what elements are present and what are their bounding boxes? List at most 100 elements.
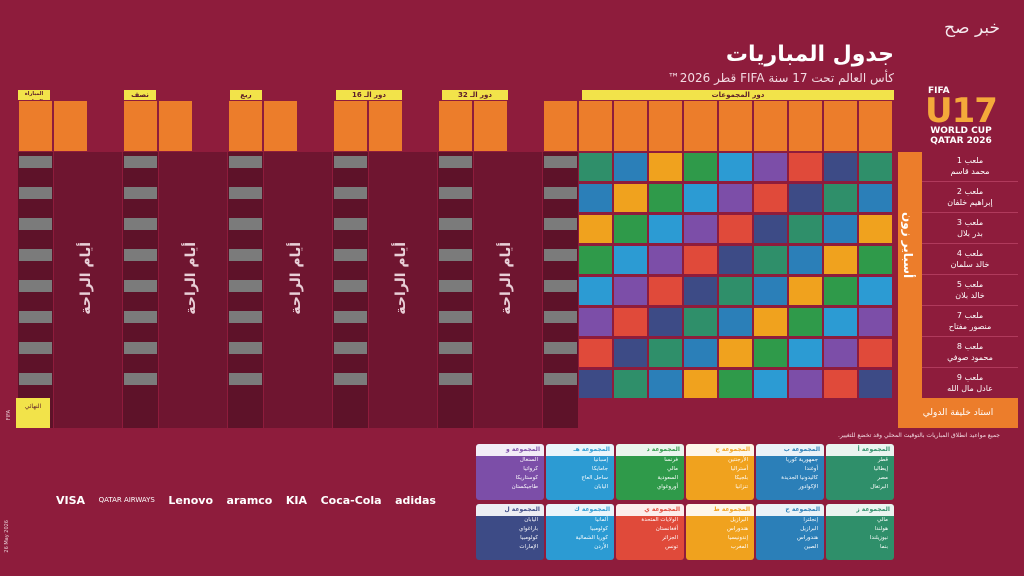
group-team: باراغواي (519, 526, 538, 532)
venue-subname: خالد سلمان (950, 260, 990, 269)
venue-row: ملعب 7 منصور مفتاح (922, 307, 1018, 337)
group-team: أفغانستان (655, 526, 678, 532)
logo-u17: U17 (925, 91, 998, 131)
match-slot (439, 187, 472, 199)
match-cell (683, 307, 718, 337)
match-cell (613, 183, 648, 213)
match-cell (858, 214, 893, 244)
venue-name: ملعب 3 (956, 218, 984, 227)
match-slot (439, 249, 472, 261)
group-team: أوروغواي (656, 484, 678, 490)
page-subtitle: كأس العالم تحت 17 سنة FIFA قطر 2026™ (667, 71, 894, 85)
date-line: 26 May 2026 (4, 520, 10, 553)
match-cell (613, 307, 648, 337)
group-name: المجموعة د (616, 444, 684, 456)
day-column-header (718, 100, 753, 152)
group-team: البرتغال (870, 484, 888, 490)
venue-subname: محمود صوفي (947, 353, 993, 362)
group-card: المجموعة ح إنجلترا البرازيل هندوراس الصين (756, 504, 824, 560)
day-column-header (18, 100, 53, 152)
group-team: جامايكا (592, 466, 608, 472)
group-name: المجموعة ك (546, 504, 614, 516)
match-slot (229, 311, 262, 323)
match-slot (334, 156, 367, 168)
stage-round16: دور الـ 16 (336, 90, 402, 100)
sponsor-logo: VISA (56, 493, 86, 507)
venue-row: ملعب 2 إبراهيم خلفان (922, 183, 1018, 213)
rest-days-column: أيام الراحة (473, 152, 543, 428)
header: جدول المباريات كأس العالم تحت 17 سنة FIF… (668, 42, 894, 85)
day-column-header (578, 100, 613, 152)
group-team: إنجلترا (803, 517, 818, 523)
group-team: الأردن (594, 544, 608, 550)
match-cell (578, 276, 613, 306)
match-cell (578, 245, 613, 275)
stage-quarter: ربع النهائي (230, 90, 262, 109)
match-cell (788, 183, 823, 213)
match-cell (858, 307, 893, 337)
day-column-header (473, 100, 508, 152)
group-name: المجموعة هـ (546, 444, 614, 456)
day-column-header (613, 100, 648, 152)
group-team: أوغندا (804, 466, 818, 472)
match-slot (229, 342, 262, 354)
match-slot (334, 187, 367, 199)
venue-subname: خالد بلان (955, 291, 985, 300)
match-slot (544, 187, 577, 199)
match-cell (788, 307, 823, 337)
match-slot (544, 311, 577, 323)
match-slot (439, 311, 472, 323)
match-cell (578, 152, 613, 182)
group-team: اليابان (524, 517, 538, 523)
group-name: المجموعة ح (756, 504, 824, 516)
group-team: كولومبيا (520, 535, 538, 541)
venue-row: ملعب 9 عادل مال الله (922, 369, 1018, 399)
match-slot (19, 280, 52, 292)
page-title: جدول المباريات (725, 42, 894, 67)
match-cell (788, 214, 823, 244)
group-team: السعودية (657, 475, 678, 481)
match-slot (439, 342, 472, 354)
match-cell (578, 183, 613, 213)
group-name: المجموعة ط (686, 504, 754, 516)
group-team: كوستاريكا (515, 475, 538, 481)
match-cell (788, 338, 823, 368)
match-cell (648, 307, 683, 337)
knockout-column (123, 152, 158, 428)
final-match: النهائي (16, 398, 50, 428)
match-cell (648, 276, 683, 306)
match-cell (753, 214, 788, 244)
match-cell (823, 338, 858, 368)
venue-subname: إبراهيم خلفان (947, 198, 993, 207)
logo-line1: WORLD CUP (930, 126, 992, 136)
day-column-header (333, 100, 368, 152)
match-slot (544, 342, 577, 354)
group-team: الإكوادور (798, 484, 818, 490)
knockout-column (228, 152, 263, 428)
venue-name: ملعب 8 (956, 342, 984, 351)
day-column-header (158, 100, 193, 152)
venue-name: ملعب 5 (956, 280, 984, 289)
logo-fifa: FIFA (928, 86, 950, 96)
match-slot (124, 280, 157, 292)
match-cell (718, 276, 753, 306)
watermark: خبر صح (944, 18, 1000, 38)
match-cell (648, 152, 683, 182)
group-name: المجموعة ل (476, 504, 544, 516)
match-cell (683, 214, 718, 244)
match-cell (613, 369, 648, 399)
group-card: المجموعة د فرنسا مالي السعودية أوروغواي (616, 444, 684, 500)
match-slot (124, 249, 157, 261)
match-slot (439, 218, 472, 230)
group-team: ألمانيا (595, 517, 608, 523)
match-cell (648, 338, 683, 368)
match-slot (19, 342, 52, 354)
group-name: المجموعة أ (826, 444, 894, 456)
sponsor-bar: VISA QATAR AIRWAYS Lenovo aramco KIA Coca-Col… (56, 488, 436, 512)
match-slot (229, 373, 262, 385)
match-slot (19, 187, 52, 199)
match-cell (683, 276, 718, 306)
match-slot (19, 311, 52, 323)
match-slot (19, 373, 52, 385)
venue-name: ملعب 4 (956, 249, 984, 258)
